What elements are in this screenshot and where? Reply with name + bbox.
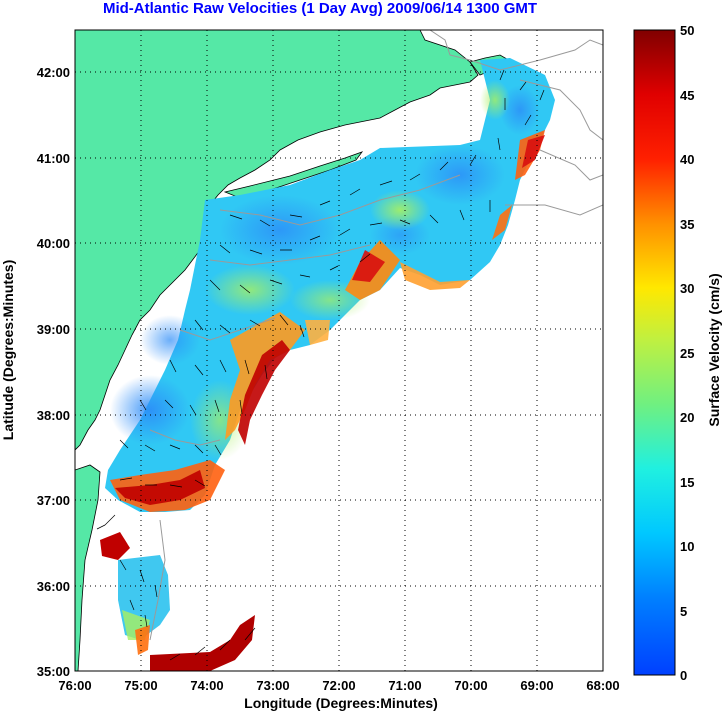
colorbar-tick-label: 0 [680,668,687,683]
bathymetry-contours [149,30,603,641]
delmarva-peninsula [75,464,101,671]
x-tick-label: 72:00 [322,678,355,693]
plot-frame [74,29,604,672]
velocity-field [100,58,555,671]
map-title: Mid-Atlantic Raw Velocities (1 Day Avg) … [102,0,538,17]
y-tick-label: 40:00 [37,236,70,251]
colorbar-tick-label: 50 [680,23,694,38]
colorbar [633,29,676,676]
x-tick-label: 73:00 [256,678,289,693]
x-tick-label: 68:00 [586,678,619,693]
y-tick-label: 36:00 [37,579,70,594]
x-axis-ticks: 76:00 75:00 74:00 73:00 72:00 71:00 70:0… [58,678,619,693]
colorbar-tick-label: 15 [680,475,694,490]
colorbar-tick-label: 25 [680,346,694,361]
colorbar-label: Surface Velocity (cm/s) [706,273,722,426]
x-tick-label: 75:00 [124,678,157,693]
colorbar-ticks: 0 5 10 15 20 25 30 35 40 45 50 [680,23,694,683]
colorbar-tick-label: 35 [680,217,694,232]
colorbar-tick-label: 30 [680,281,694,296]
land-mass [75,30,479,451]
y-tick-label: 41:00 [37,151,70,166]
colorbar-tick-label: 10 [680,539,694,554]
y-tick-label: 42:00 [37,65,70,80]
colorbar-tick-label: 40 [680,152,694,167]
x-axis-label: Longitude (Degrees:Minutes) [244,695,438,711]
y-axis-ticks: 35:00 36:00 37:00 38:00 39:00 40:00 41:0… [37,65,70,679]
x-tick-label: 74:00 [190,678,223,693]
y-tick-label: 35:00 [37,664,70,679]
x-tick-label: 70:00 [454,678,487,693]
y-tick-label: 39:00 [37,322,70,337]
x-tick-label: 71:00 [388,678,421,693]
colorbar-tick-label: 5 [680,604,687,619]
graticule-grid [75,30,603,671]
x-tick-label: 76:00 [58,678,91,693]
y-tick-label: 38:00 [37,408,70,423]
colorbar-tick-label: 20 [680,410,694,425]
x-tick-label: 69:00 [520,678,553,693]
y-tick-label: 37:00 [37,493,70,508]
colorbar-tick-label: 45 [680,88,694,103]
y-axis-label: Latitude (Degrees:Minutes) [0,260,16,440]
